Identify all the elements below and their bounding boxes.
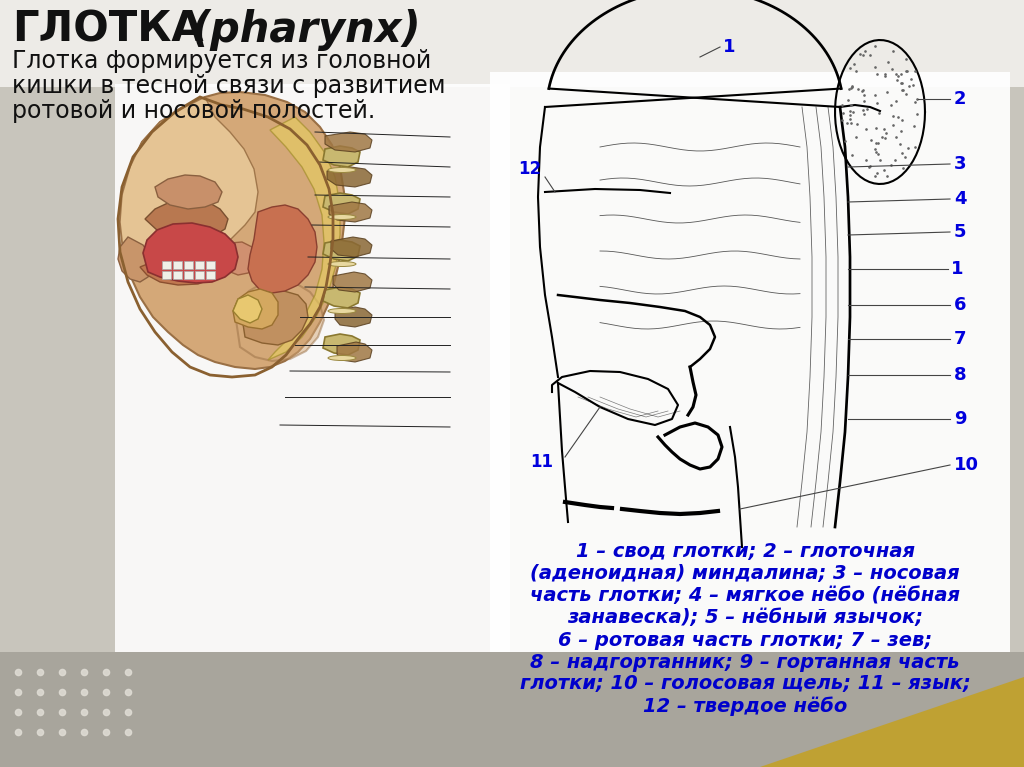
Text: кишки в тесной связи с развитием: кишки в тесной связи с развитием [12,74,445,98]
Polygon shape [218,242,258,275]
Text: Глотка формируется из головной: Глотка формируется из головной [12,49,431,73]
Text: 3: 3 [954,155,967,173]
Text: 1: 1 [951,260,964,278]
Text: 12 – твердое нёбо: 12 – твердое нёбо [643,696,847,716]
Polygon shape [323,287,360,308]
Bar [195,261,204,269]
Text: часть глотки; 4 – мягкое нёбо (нёбная: часть глотки; 4 – мягкое нёбо (нёбная [530,587,961,605]
Text: 5: 5 [954,223,967,241]
Polygon shape [120,92,345,369]
Text: 6: 6 [954,296,967,314]
Polygon shape [337,342,372,362]
Bar [162,261,171,269]
Ellipse shape [328,215,356,219]
Polygon shape [335,307,372,327]
Bar [115,84,510,652]
Ellipse shape [328,308,356,314]
Polygon shape [236,280,324,361]
Polygon shape [323,146,360,167]
Polygon shape [331,237,372,257]
Text: 9: 9 [954,410,967,428]
Text: 2: 2 [954,90,967,108]
Text: 1 – свод глотки; 2 – глоточная: 1 – свод глотки; 2 – глоточная [575,542,914,561]
Polygon shape [248,205,317,293]
Text: 8: 8 [954,366,967,384]
Polygon shape [243,291,308,345]
Bar [490,72,1010,652]
Polygon shape [333,272,372,292]
Polygon shape [323,240,360,261]
Polygon shape [323,334,360,355]
Bar [162,271,171,279]
Polygon shape [118,237,152,282]
Text: 12: 12 [518,160,541,178]
Bar [206,271,215,279]
Text: 4: 4 [954,190,967,208]
Polygon shape [155,245,232,273]
Bar [173,271,182,279]
Polygon shape [140,257,218,285]
Polygon shape [233,289,278,329]
Polygon shape [155,175,222,209]
Bar [0,0,1024,87]
Ellipse shape [328,355,356,360]
Text: 1: 1 [723,38,735,56]
Polygon shape [329,202,372,222]
Ellipse shape [328,167,356,173]
Text: 10: 10 [954,456,979,474]
Bar [173,261,182,269]
Polygon shape [323,193,360,214]
Bar [184,271,193,279]
Text: ротовой и носовой полостей.: ротовой и носовой полостей. [12,99,375,123]
Text: занавеска); 5 – нёбный язычок;: занавеска); 5 – нёбный язычок; [567,608,923,627]
Text: ГЛОТКА: ГЛОТКА [12,9,204,51]
Text: 11: 11 [530,453,553,471]
Bar [184,261,193,269]
Ellipse shape [328,262,356,266]
Polygon shape [143,223,238,283]
Polygon shape [760,677,1024,767]
Text: 8 – надгортанник; 9 – гортанная часть: 8 – надгортанник; 9 – гортанная часть [530,653,959,671]
Text: (pharynx): (pharynx) [193,9,422,51]
Polygon shape [120,97,258,277]
Bar [206,261,215,269]
Text: 6 – ротовая часть глотки; 7 – зев;: 6 – ротовая часть глотки; 7 – зев; [558,630,932,650]
Text: (аденоидная) миндалина; 3 – носовая: (аденоидная) миндалина; 3 – носовая [530,565,959,584]
Polygon shape [327,167,372,187]
Polygon shape [145,199,228,241]
Text: 7: 7 [954,330,967,348]
Bar [0,652,1024,767]
Polygon shape [325,132,372,152]
Polygon shape [233,295,262,323]
Text: глотки; 10 – голосовая щель; 11 – язык;: глотки; 10 – голосовая щель; 11 – язык; [519,674,971,693]
Bar [195,271,204,279]
Polygon shape [268,117,340,360]
